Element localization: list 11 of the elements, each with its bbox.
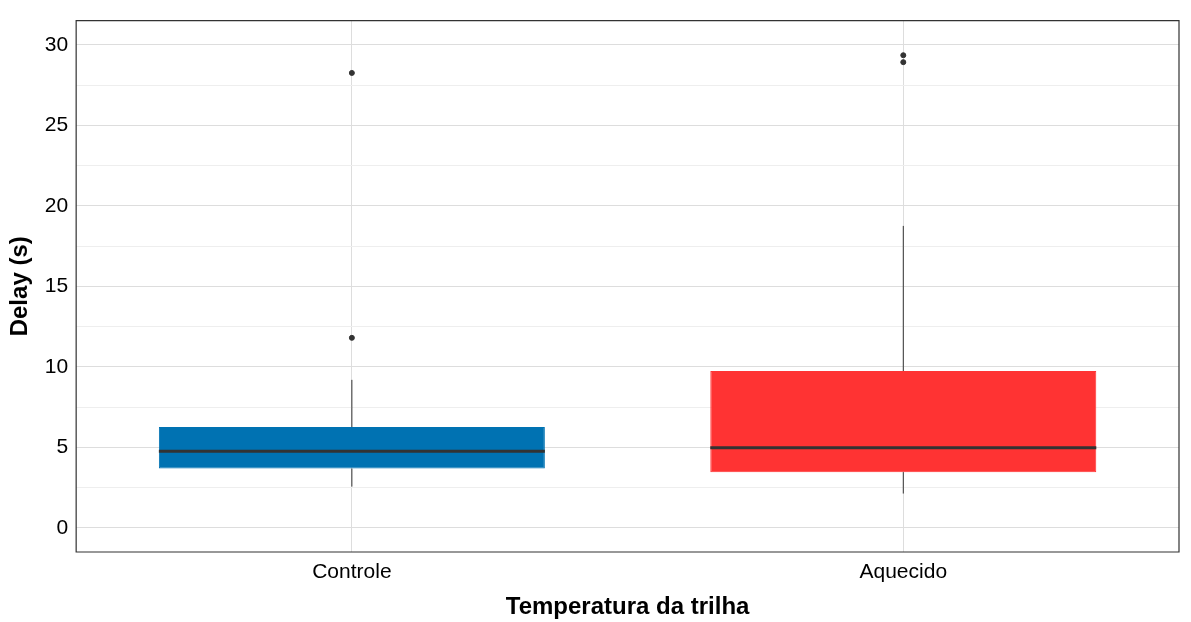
x-axis-title: Temperatura da trilha	[505, 592, 751, 620]
y-tick-label: 20	[44, 192, 69, 216]
y-tick-label: 15	[44, 273, 69, 297]
y-tick-label: 25	[44, 112, 69, 136]
y-tick-label: 5	[56, 434, 69, 458]
y-axis-title: Delay (s)	[5, 236, 33, 337]
y-tick-label: 0	[56, 514, 69, 538]
x-tick-label: Aquecido	[859, 559, 948, 583]
y-tick-label: 10	[44, 353, 69, 377]
x-tick-label: Controle	[312, 559, 392, 583]
y-tick-label: 30	[44, 31, 69, 55]
